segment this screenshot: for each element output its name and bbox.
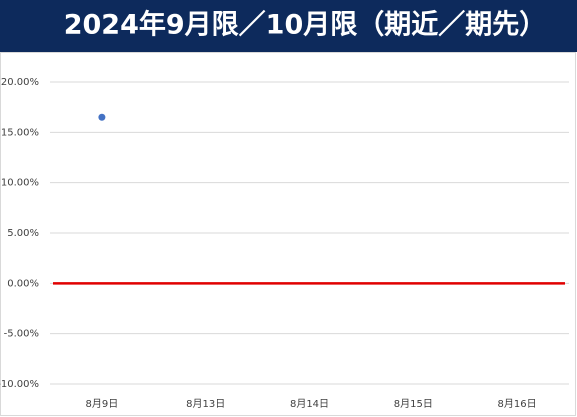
x-tick-label: 8月9日	[86, 398, 119, 410]
y-tick-label: 10.00%	[1, 178, 39, 189]
x-tick-label: 8月15日	[394, 398, 433, 410]
point	[98, 113, 106, 121]
y-tick-label: 15.00%	[1, 127, 39, 138]
y-tick-label: -10.00%	[0, 379, 39, 390]
x-tick-label: 8月14日	[290, 398, 329, 410]
y-tick-label: -5.00%	[4, 329, 39, 340]
y-tick-label: 20.00%	[1, 77, 39, 88]
x-tick-label: 8月16日	[498, 398, 537, 410]
title-banner	[0, 0, 577, 52]
chart-title: 2024年9月限／10月限（期近／期先）	[64, 9, 547, 41]
y-tick-label: 5.00%	[7, 228, 39, 239]
y-tick-label: 0.00%	[7, 278, 39, 289]
x-tick-label: 8月13日	[186, 398, 225, 410]
chart-frame	[0, 52, 576, 416]
